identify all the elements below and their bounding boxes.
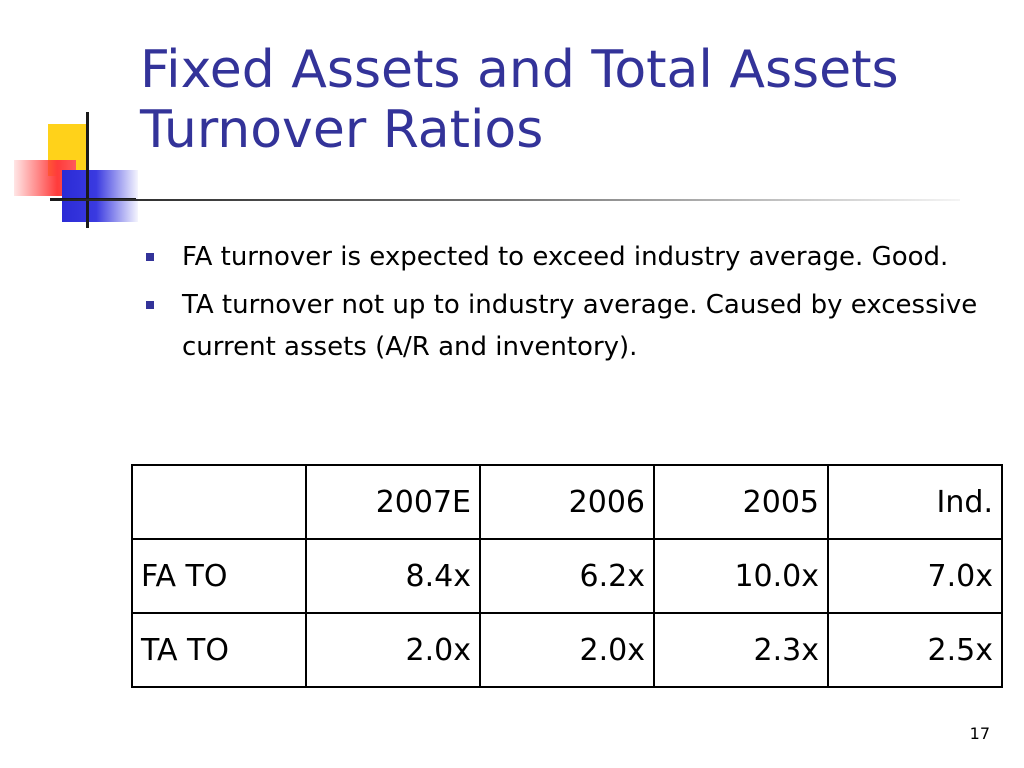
- row-label-cell: FA TO: [131, 538, 307, 614]
- table-cell: 2.5x: [827, 612, 1003, 688]
- table-cell: 2.0x: [479, 612, 655, 688]
- slide-title: Fixed Assets and Total Assets Turnover R…: [140, 40, 1000, 160]
- slide-title-line-2: Turnover Ratios: [140, 100, 544, 160]
- bullet-item: FA turnover is expected to exceed indust…: [140, 236, 980, 278]
- row-label-cell: TA TO: [131, 612, 307, 688]
- bullet-text: FA turnover is expected to exceed indust…: [182, 242, 949, 272]
- table-cell: 8.4x: [305, 538, 481, 614]
- header-cell-empty: [131, 464, 307, 540]
- header-cell: Ind.: [827, 464, 1003, 540]
- header-cell: 2005: [653, 464, 829, 540]
- slide-title-line-1: Fixed Assets and Total Assets: [140, 40, 899, 100]
- square-bullet-icon: [146, 253, 154, 261]
- bullet-text: TA turnover not up to industry average. …: [182, 290, 978, 362]
- table-row: FA TO 8.4x 6.2x 10.0x 7.0x: [131, 538, 1003, 614]
- title-divider: [60, 199, 960, 201]
- header-cell: 2006: [479, 464, 655, 540]
- logo-vertical-line: [86, 112, 89, 228]
- bullet-list: FA turnover is expected to exceed indust…: [140, 236, 980, 374]
- table-cell: 6.2x: [479, 538, 655, 614]
- table-header-row: 2007E 2006 2005 Ind.: [131, 464, 1003, 540]
- page-number: 17: [969, 724, 990, 743]
- table-row: TA TO 2.0x 2.0x 2.3x 2.5x: [131, 612, 1003, 688]
- square-bullet-icon: [146, 301, 154, 309]
- table-cell: 10.0x: [653, 538, 829, 614]
- header-cell: 2007E: [305, 464, 481, 540]
- bullet-item: TA turnover not up to industry average. …: [140, 284, 980, 368]
- table-cell: 2.0x: [305, 612, 481, 688]
- table-cell: 7.0x: [827, 538, 1003, 614]
- logo-blue-bar: [62, 170, 138, 222]
- table-cell: 2.3x: [653, 612, 829, 688]
- slide-logo-decoration: [0, 0, 140, 240]
- turnover-ratio-table: 2007E 2006 2005 Ind. FA TO 8.4x 6.2x 10.…: [131, 464, 1003, 688]
